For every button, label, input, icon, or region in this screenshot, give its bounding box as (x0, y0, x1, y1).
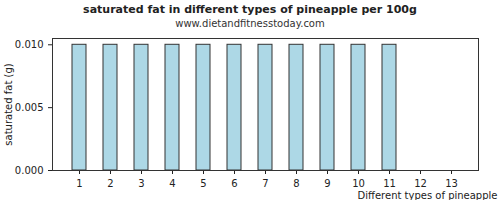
svg-text:13: 13 (445, 178, 458, 189)
svg-text:3: 3 (138, 178, 144, 189)
svg-text:Different types of pineapple: Different types of pineapple (358, 190, 498, 200)
svg-text:1: 1 (76, 178, 82, 189)
svg-text:5: 5 (200, 178, 206, 189)
svg-text:11: 11 (383, 178, 396, 189)
html-text:saturated fat in different typ: saturated fat in different types of pine… (83, 3, 417, 16)
svg-text:4: 4 (169, 178, 175, 189)
svg-text:9: 9 (324, 178, 330, 189)
svg-text:0.005: 0.005 (15, 102, 44, 113)
svg-text:saturated fat (g): saturated fat (g) (3, 63, 14, 145)
svg-text:7: 7 (262, 178, 268, 189)
svg-text:0.000: 0.000 (15, 165, 44, 176)
svg-text:0.010: 0.010 (15, 39, 44, 50)
svg-text:12: 12 (414, 178, 427, 189)
svg-text:6: 6 (231, 178, 237, 189)
html-text:www.dietandfitnesstoday.com: www.dietandfitnesstoday.com (175, 18, 325, 29)
svg-text:8: 8 (293, 178, 299, 189)
svg-text:2: 2 (107, 178, 113, 189)
svg-text:10: 10 (352, 178, 365, 189)
